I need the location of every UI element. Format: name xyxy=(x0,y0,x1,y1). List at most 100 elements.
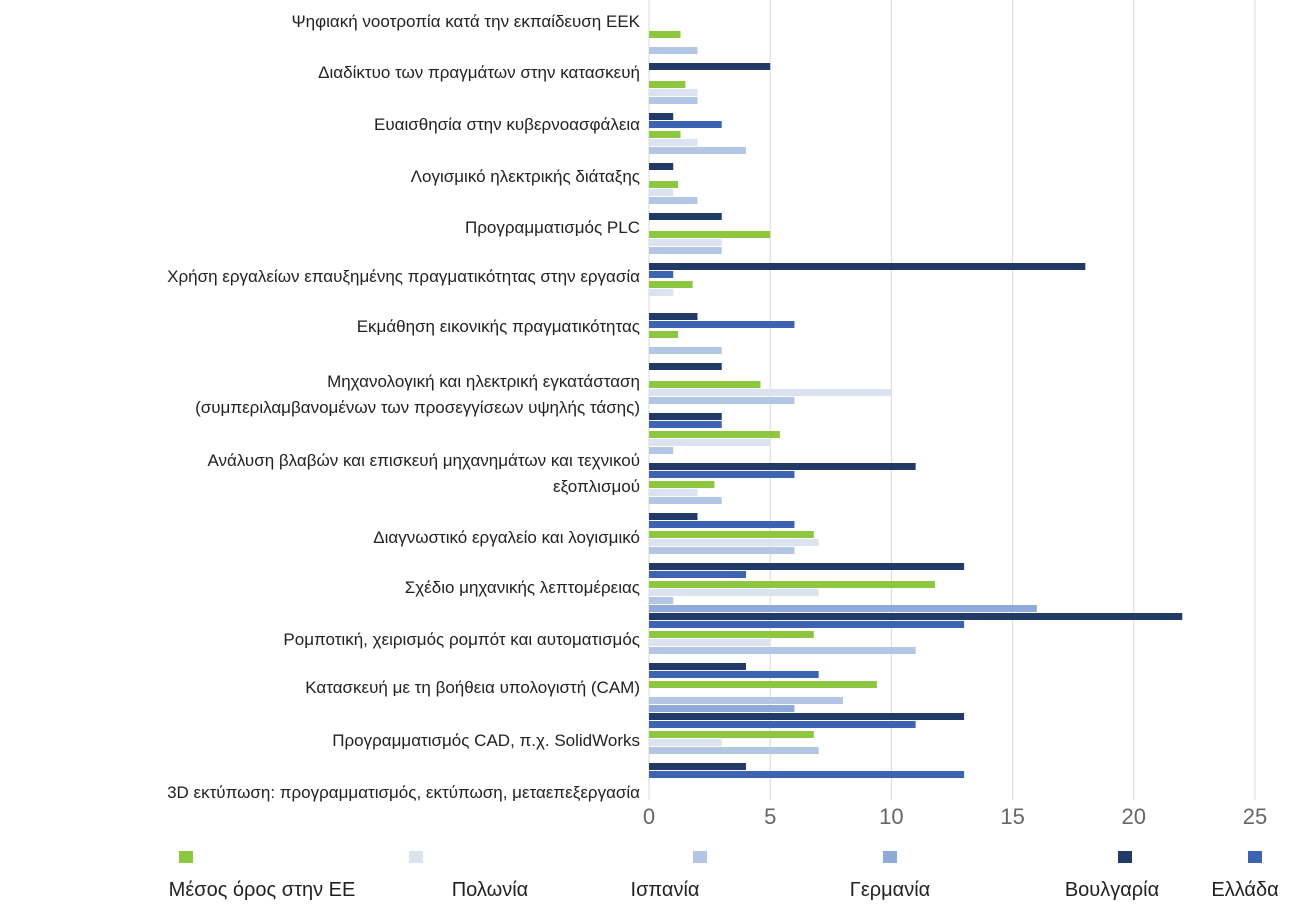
bar xyxy=(649,647,916,654)
bar xyxy=(649,513,698,520)
category-label: Χρήση εργαλείων επαυξημένης πραγματικότη… xyxy=(167,267,640,286)
bar xyxy=(649,705,795,712)
bar xyxy=(649,281,693,288)
category-label: Ρομποτική, χειρισμός ρομπότ και αυτοματι… xyxy=(283,630,640,649)
legend-label: Γερμανία xyxy=(849,879,931,901)
legend-swatch xyxy=(693,851,707,863)
category-label: Εκμάθηση εικονικής πραγματικότητας xyxy=(356,317,640,336)
bar xyxy=(649,605,1037,612)
x-tick-label: 0 xyxy=(643,804,655,829)
bar xyxy=(649,563,965,570)
x-tick-label: 5 xyxy=(764,804,776,829)
bar xyxy=(649,271,674,278)
legend-label: Πολωνία xyxy=(451,879,529,901)
bar xyxy=(649,289,674,296)
bar xyxy=(649,347,722,354)
category-label: Ανάλυση βλαβών και επισκευή μηχανημάτων … xyxy=(207,451,640,496)
category-label: Κατασκευή με τη βοήθεια υπολογιστή (CAM) xyxy=(305,678,640,697)
bar xyxy=(649,389,892,396)
bar xyxy=(649,747,819,754)
legend-swatch xyxy=(883,851,897,863)
bar xyxy=(649,431,780,438)
bar xyxy=(649,131,681,138)
bar xyxy=(649,489,698,496)
legend-label: Ελλάδα xyxy=(1211,879,1279,901)
bar xyxy=(649,121,722,128)
category-label: Μηχανολογική και ηλεκτρική εγκατάσταση (… xyxy=(195,372,640,417)
bar xyxy=(649,189,674,196)
bar xyxy=(649,581,936,588)
bar xyxy=(649,163,674,170)
bar xyxy=(649,663,746,670)
bar xyxy=(649,521,795,528)
category-label: Προγραμματισμός CAD, π.χ. SolidWorks xyxy=(332,731,640,750)
bar xyxy=(649,97,698,104)
legend-swatch xyxy=(1118,851,1132,863)
bar xyxy=(649,363,722,370)
bar xyxy=(649,739,722,746)
x-tick-label: 15 xyxy=(1000,804,1024,829)
legend-swatch xyxy=(179,851,193,863)
bar xyxy=(649,697,843,704)
bar xyxy=(649,713,965,720)
bar xyxy=(649,721,916,728)
bar xyxy=(649,639,771,646)
x-tick-label: 10 xyxy=(879,804,903,829)
bar xyxy=(649,81,686,88)
bar xyxy=(649,31,681,38)
bar xyxy=(649,681,877,688)
bar xyxy=(649,671,819,678)
bar xyxy=(649,497,722,504)
bar xyxy=(649,621,965,628)
category-label: Λογισμικό ηλεκτρικής διάταξης xyxy=(410,167,640,186)
bar xyxy=(649,547,795,554)
bar xyxy=(649,381,761,388)
bar xyxy=(649,439,771,446)
bar xyxy=(649,571,746,578)
bar xyxy=(649,531,814,538)
bar xyxy=(649,213,722,220)
legend-label: Ισπανία xyxy=(630,879,700,901)
bar xyxy=(649,481,715,488)
category-label: Σχέδιο μηχανικής λεπτομέρειας xyxy=(404,578,640,597)
bar xyxy=(649,771,965,778)
bar xyxy=(649,471,795,478)
bar xyxy=(649,197,698,204)
bar xyxy=(649,113,674,120)
legend-label: Βουλγαρία xyxy=(1064,879,1160,901)
bar xyxy=(649,613,1183,620)
category-label: Προγραμματισμός PLC xyxy=(464,218,640,237)
bar xyxy=(649,63,771,70)
bar xyxy=(649,463,916,470)
bar xyxy=(649,139,698,146)
bar xyxy=(649,331,679,338)
bar xyxy=(649,589,819,596)
bar xyxy=(649,47,698,54)
bar xyxy=(649,413,722,420)
bar xyxy=(649,447,674,454)
bar xyxy=(649,181,679,188)
category-label: Ευαισθησία στην κυβερνοασφάλεια xyxy=(374,115,640,134)
legend-swatch xyxy=(1248,851,1262,863)
category-label: Ψηφιακή νοοτροπία κατά την εκπαίδευση ΕΕ… xyxy=(291,12,640,31)
bar xyxy=(649,763,746,770)
category-label: Διαδίκτυο των πραγμάτων στην κατασκευή xyxy=(318,63,640,82)
bar xyxy=(649,147,746,154)
category-label: 3D εκτύπωση: προγραμματισμός, εκτύπωση, … xyxy=(167,783,640,802)
bar xyxy=(649,247,722,254)
bar xyxy=(649,731,814,738)
category-label: Διαγνωστικό εργαλείο και λογισμικό xyxy=(373,528,640,547)
bar xyxy=(649,89,698,96)
bar xyxy=(649,397,795,404)
bar xyxy=(649,421,722,428)
bar xyxy=(649,539,819,546)
legend-swatch xyxy=(409,851,423,863)
bar xyxy=(649,239,722,246)
x-tick-label: 20 xyxy=(1122,804,1146,829)
bar xyxy=(649,631,814,638)
bar xyxy=(649,313,698,320)
bar xyxy=(649,321,795,328)
bar xyxy=(649,231,771,238)
